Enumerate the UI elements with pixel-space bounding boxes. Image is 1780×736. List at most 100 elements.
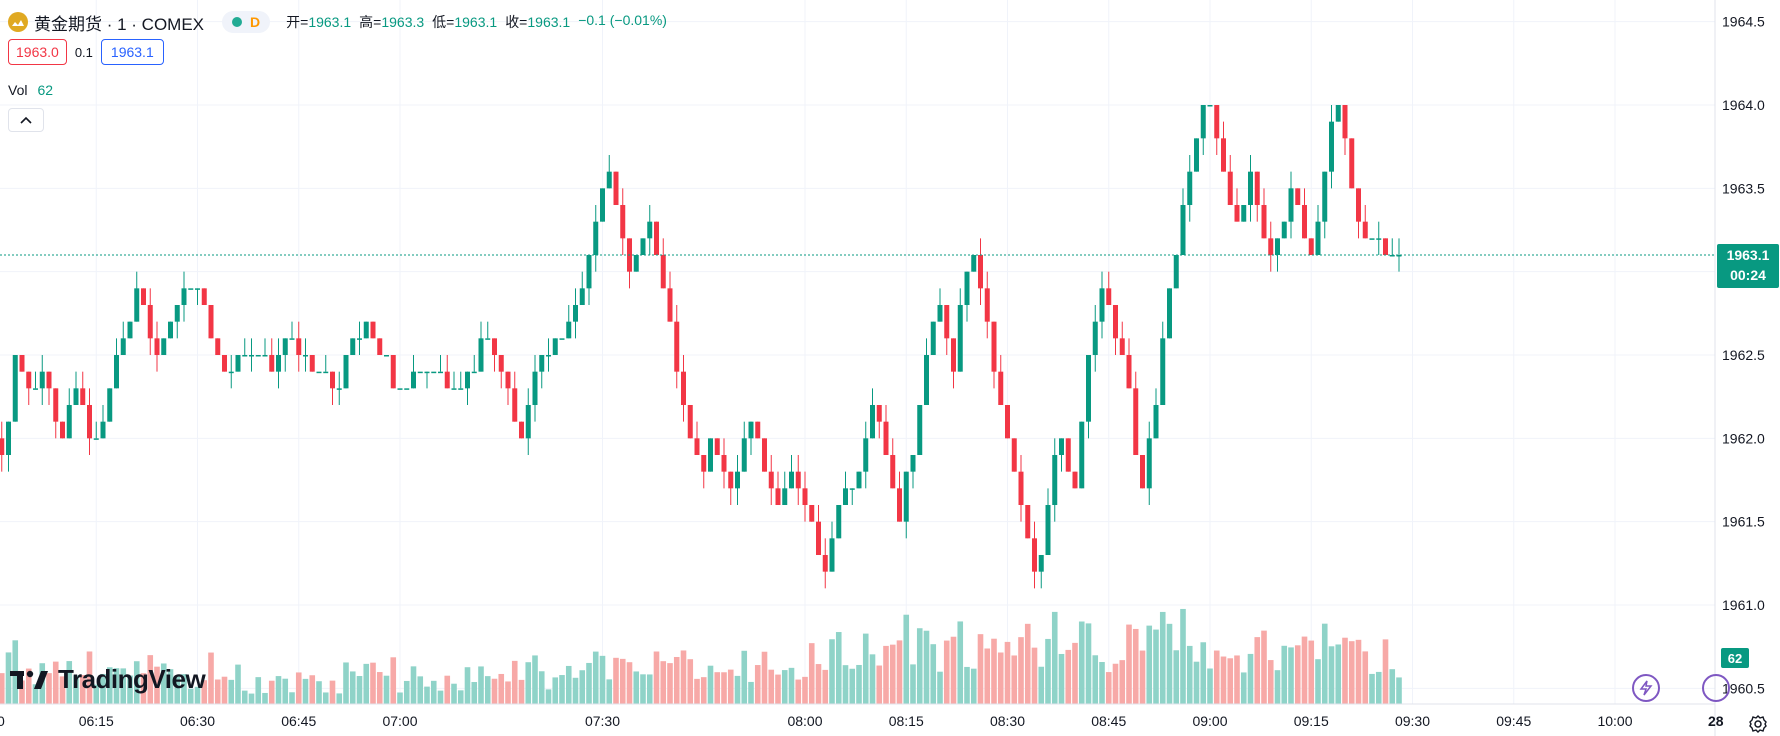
- candle-body: [127, 321, 133, 339]
- symbol-title[interactable]: 黄金期货 · 1 · COMEX: [34, 14, 205, 34]
- candle-body: [262, 355, 268, 357]
- volume-bar: [1281, 645, 1288, 704]
- candle-body: [1092, 321, 1098, 355]
- volume-bar: [768, 669, 775, 704]
- volume-bar: [498, 673, 505, 704]
- volume-bar: [160, 663, 167, 704]
- candle-body: [39, 371, 45, 389]
- candle-body: [552, 338, 558, 355]
- candle-body: [195, 288, 200, 290]
- volume-bar: [424, 686, 430, 704]
- candle-body: [384, 355, 389, 357]
- candle-body: [782, 488, 788, 505]
- volume-bar: [383, 675, 390, 704]
- candle-body: [66, 405, 72, 439]
- volume-bar: [646, 674, 653, 704]
- volume-bar: [1301, 636, 1308, 704]
- time-tick-label: 08:30: [990, 713, 1025, 729]
- candle-body: [235, 355, 241, 372]
- candle-body: [0, 438, 5, 455]
- candle-body: [1045, 505, 1051, 555]
- volume-bar: [1038, 666, 1045, 704]
- volume-bar: [201, 680, 208, 704]
- volume-bar: [1348, 641, 1355, 704]
- tradingview-logo-icon: [10, 670, 48, 689]
- candle-body: [53, 388, 59, 422]
- candle-body: [100, 421, 106, 439]
- volume-bar: [680, 650, 687, 704]
- volume-bar: [46, 673, 52, 704]
- candle-body: [1194, 138, 1199, 172]
- candle-body: [1254, 171, 1260, 205]
- candle-body: [343, 355, 349, 389]
- candle-body: [336, 388, 342, 390]
- time-axis[interactable]: :00 06:15 06:30 06:45 07:00 07:30 08:00 08:15 08…: [0, 713, 1724, 729]
- volume-bar: [1119, 660, 1126, 704]
- bid-button[interactable]: 1963.0: [8, 39, 67, 65]
- collapse-legend-button[interactable]: [8, 108, 44, 132]
- gear-icon[interactable]: [1748, 714, 1768, 734]
- candle-body: [19, 355, 25, 372]
- candle-body: [357, 338, 362, 340]
- volume-bar: [1335, 644, 1342, 704]
- candle-body: [1086, 355, 1091, 422]
- countdown-value: 00:24: [1730, 267, 1766, 283]
- flash-icon-button[interactable]: [1632, 674, 1660, 702]
- candle-body: [593, 221, 599, 255]
- candle-body: [1342, 105, 1348, 139]
- candle-body: [1119, 338, 1125, 355]
- price-tick-label: 1961.0: [1722, 597, 1765, 613]
- volume-bar: [1294, 645, 1301, 704]
- volume-bar: [640, 674, 646, 704]
- volume-bar: [140, 673, 147, 704]
- candle-body: [1038, 555, 1044, 572]
- candle-body: [640, 238, 646, 255]
- candle-body: [471, 371, 477, 374]
- volume-bar: [943, 640, 950, 704]
- market-status-pill[interactable]: D: [222, 11, 271, 33]
- tradingview-logo[interactable]: TradingView: [10, 664, 206, 695]
- volume-bar: [262, 692, 268, 704]
- candle-body: [492, 338, 497, 355]
- ohlc-values: 开=1963.1 高=1963.3 低=1963.1 收=1963.1 −0.1…: [286, 12, 667, 32]
- candle-body: [296, 338, 302, 355]
- volume-bar: [660, 661, 667, 704]
- candles: [0, 105, 1402, 589]
- partial-circle-icon-button[interactable]: [1702, 674, 1730, 702]
- candle-body: [1261, 205, 1267, 239]
- volume-bar: [471, 682, 478, 704]
- volume-bar: [984, 648, 991, 704]
- volume-bar: [1261, 630, 1267, 704]
- volume-bar: [565, 665, 572, 704]
- volume-bar: [133, 661, 140, 704]
- candle-body: [998, 371, 1004, 405]
- volume-bar: [626, 662, 633, 704]
- volume-bar: [876, 665, 883, 704]
- candle-body: [26, 371, 32, 389]
- candle-body: [404, 388, 410, 390]
- volume-bar: [1153, 629, 1159, 704]
- candle-body: [1106, 288, 1112, 305]
- candle-body: [532, 371, 538, 405]
- volume-bar: [397, 692, 403, 704]
- volume-bar: [417, 676, 424, 704]
- volume-bar: [896, 640, 903, 704]
- candle-body: [33, 388, 38, 390]
- candle-body: [1221, 138, 1226, 172]
- candle-body: [849, 488, 855, 490]
- volume-bar: [1308, 640, 1315, 704]
- volume-bar: [842, 665, 849, 704]
- candle-body: [944, 305, 950, 339]
- volume-bar: [923, 630, 930, 704]
- volume-bar: [930, 644, 937, 704]
- volume-bar: [1099, 662, 1105, 704]
- price-axis[interactable]: 1960.51961.01961.51962.01962.51963.01963…: [1722, 14, 1765, 697]
- ask-button[interactable]: 1963.1: [100, 39, 164, 65]
- time-tick-label: :00: [0, 713, 5, 729]
- volume-bar: [572, 677, 579, 704]
- volume-bar: [552, 677, 559, 704]
- price-tick-label: 1962.0: [1722, 430, 1765, 446]
- symbol-logo-icon[interactable]: [8, 12, 28, 32]
- candle-body: [1362, 221, 1368, 239]
